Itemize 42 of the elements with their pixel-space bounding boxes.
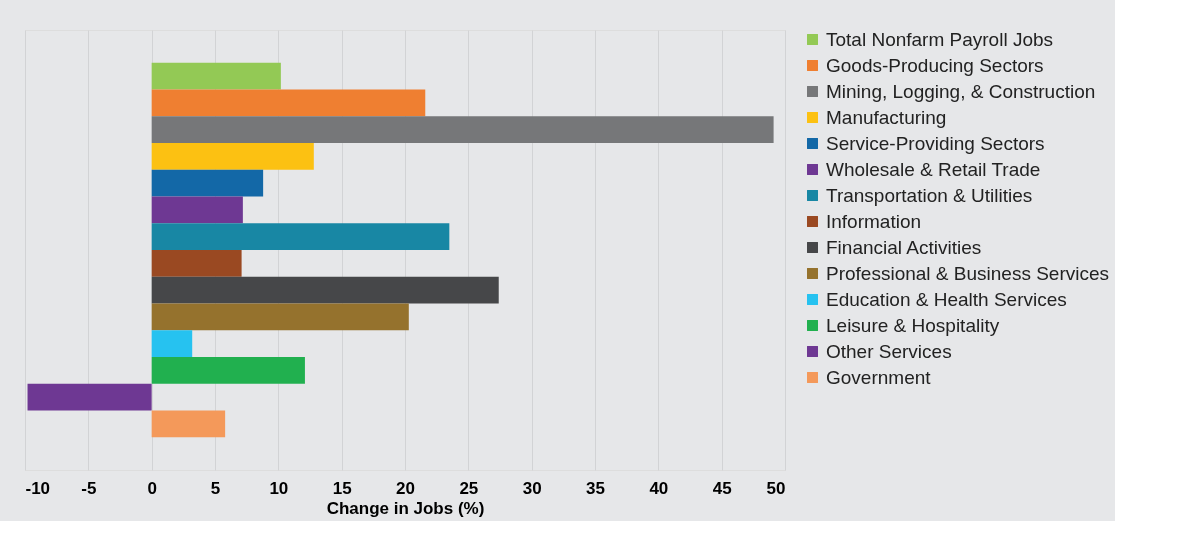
bar — [151, 250, 242, 277]
bar — [151, 116, 774, 143]
x-tick-label: 35 — [586, 478, 605, 498]
legend-label: Other Services — [826, 340, 952, 362]
x-tick-label: 25 — [459, 478, 479, 498]
bar — [151, 196, 243, 224]
bar — [151, 142, 314, 170]
x-tick-label: 45 — [712, 478, 732, 498]
legend-label: Information — [826, 210, 922, 232]
bar — [151, 62, 281, 90]
bar — [27, 383, 152, 411]
legend-label: Total Nonfarm Payroll Jobs — [826, 28, 1054, 50]
legend-label: Wholesale & Retail Trade — [826, 158, 1041, 180]
x-tick-label: 10 — [269, 478, 289, 498]
bar — [151, 276, 499, 304]
legend-label: Mining, Logging, & Construction — [826, 80, 1096, 102]
x-tick-label: 0 — [147, 478, 157, 498]
bar — [151, 410, 226, 438]
x-tick-label: 50 — [766, 478, 786, 498]
legend-label: Financial Activities — [826, 236, 982, 258]
legend-label: Goods-Producing Sectors — [826, 54, 1044, 76]
x-tick-label: 5 — [210, 478, 221, 498]
bar — [151, 223, 450, 250]
legend-label: Leisure & Hospitality — [826, 314, 1000, 336]
legend-label: Manufacturing — [826, 106, 947, 128]
x-tick-label: 40 — [649, 478, 669, 498]
legend-label: Government — [826, 366, 932, 388]
bar — [151, 89, 426, 117]
x-tick-label: -5 — [81, 478, 97, 498]
x-axis-title: Change in Jobs (%) — [326, 498, 485, 518]
legend-label: Transportation & Utilities — [826, 184, 1033, 206]
x-tick-label: 15 — [332, 478, 352, 498]
legend-label: Professional & Business Services — [826, 262, 1110, 284]
bar — [151, 169, 264, 197]
legend-label: Education & Health Services — [826, 288, 1067, 310]
bar — [151, 357, 305, 384]
x-tick-label: -10 — [25, 478, 51, 498]
bar — [151, 330, 193, 358]
bar — [151, 303, 409, 331]
legend-label: Service-Providing Sectors — [826, 132, 1045, 154]
x-tick-label: 30 — [522, 478, 542, 498]
x-tick-label: 20 — [396, 478, 415, 498]
